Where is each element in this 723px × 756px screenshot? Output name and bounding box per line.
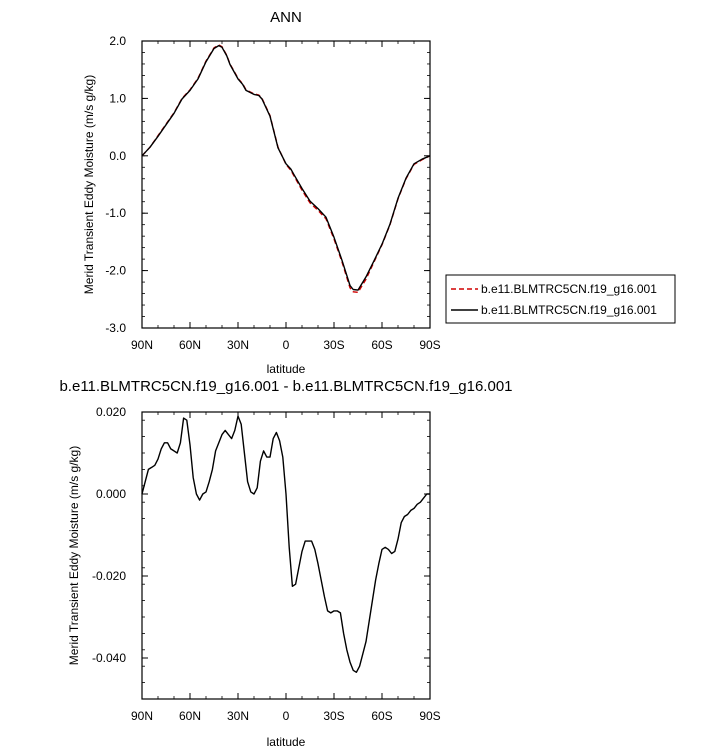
top-ytick-label: -2.0 [105,264,126,278]
bottom-xtick-label: 30N [227,709,249,723]
legend-label-series-2: b.e11.BLMTRC5CN.f19_g16.001 [481,303,657,317]
top-chart: ANN 90N 60N 30N 0 30S 60S 90S 2.0 1.0 0.0 -1.0 -2.0… [82,9,676,376]
top-chart-title: ANN [270,9,302,26]
bottom-ytick-label: 0.020 [96,405,126,419]
bottom-xtick-label: 90N [131,709,153,723]
bottom-xtick-label: 60S [371,709,392,723]
bottom-xtick-label: 0 [283,709,290,723]
bottom-chart-series [141,415,430,673]
bottom-ytick-label: -0.040 [92,651,126,665]
top-xtick-label: 30N [227,338,249,352]
top-xtick-label: 30S [323,338,344,352]
top-xtick-label: 60S [371,338,392,352]
top-series-line-1 [141,44,431,294]
legend-label-series-1: b.e11.BLMTRC5CN.f19_g16.001 [481,282,657,296]
top-series-line-2 [141,44,431,291]
top-chart-ylabel: Merid Transient Eddy Moisture (m/s g/kg) [82,75,96,294]
bottom-xtick-label: 90S [419,709,440,723]
top-xtick-label: 90S [419,338,440,352]
top-chart-xlabel: latitude [267,362,306,376]
top-ytick-label: 0.0 [109,149,126,163]
bottom-series-line-1 [141,415,430,673]
top-xtick-label: 60N [179,338,201,352]
bottom-chart-ticks: 90N 60N 30N 0 30S 60S 90S 0.020 0.000 -0.020 -0.04… [92,405,441,723]
top-chart-legend: b.e11.BLMTRC5CN.f19_g16.001 b.e11.BLMTRC… [445,274,676,324]
legend-box [445,274,676,324]
bottom-ytick-label: 0.000 [96,487,126,501]
bottom-chart-xlabel: latitude [267,735,306,749]
top-ytick-label: 2.0 [109,34,126,48]
top-xtick-label: 90N [131,338,153,352]
bottom-chart-title: b.e11.BLMTRC5CN.f19_g16.001 - b.e11.BLMT… [59,378,512,395]
top-ytick-label: -3.0 [105,321,126,335]
top-ytick-label: -1.0 [105,206,126,220]
bottom-chart: b.e11.BLMTRC5CN.f19_g16.001 - b.e11.BLMT… [59,378,512,749]
bottom-xtick-label: 60N [179,709,201,723]
top-xtick-label: 0 [283,338,290,352]
top-chart-ticks: 90N 60N 30N 0 30S 60S 90S 2.0 1.0 0.0 -1.0 -2.0 -3.0 [105,34,440,352]
top-chart-series [141,44,431,294]
top-ytick-label: 1.0 [109,91,126,105]
bottom-chart-ylabel: Merid Transient Eddy Moisture (m/s g/kg) [67,446,81,665]
bottom-ytick-label: -0.020 [92,569,126,583]
bottom-chart-frame [141,411,431,700]
top-chart-frame [141,40,431,329]
bottom-xtick-label: 30S [323,709,344,723]
